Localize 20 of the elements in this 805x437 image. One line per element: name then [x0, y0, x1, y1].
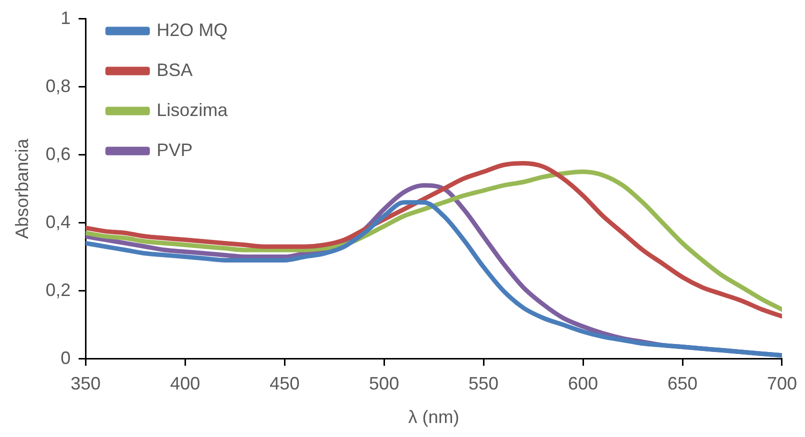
legend-label: Lisozima — [156, 100, 229, 120]
x-tick-label: 700 — [766, 374, 798, 394]
x-tick-label: 600 — [568, 374, 598, 394]
legend-label: H2O MQ — [156, 20, 228, 40]
y-axis-title: Absorbancia — [12, 138, 32, 239]
x-tick-label: 550 — [468, 374, 499, 394]
x-tick-label: 400 — [170, 374, 200, 394]
y-tick-label: 0 — [60, 348, 71, 368]
y-tick-label: 1 — [60, 8, 71, 28]
x-tick-label: 350 — [70, 374, 101, 394]
y-tick-label: 0,2 — [46, 280, 71, 300]
x-tick-label: 500 — [369, 374, 400, 394]
x-tick-label: 650 — [667, 374, 698, 394]
legend-label: PVP — [156, 140, 193, 160]
y-tick-label: 0,4 — [46, 212, 71, 232]
y-tick-label: 0,8 — [46, 76, 71, 96]
legend-label: BSA — [156, 60, 193, 80]
y-tick-label: 0,6 — [46, 144, 71, 164]
x-tick-label: 450 — [270, 374, 300, 394]
x-axis-title: λ (nm) — [408, 407, 460, 428]
